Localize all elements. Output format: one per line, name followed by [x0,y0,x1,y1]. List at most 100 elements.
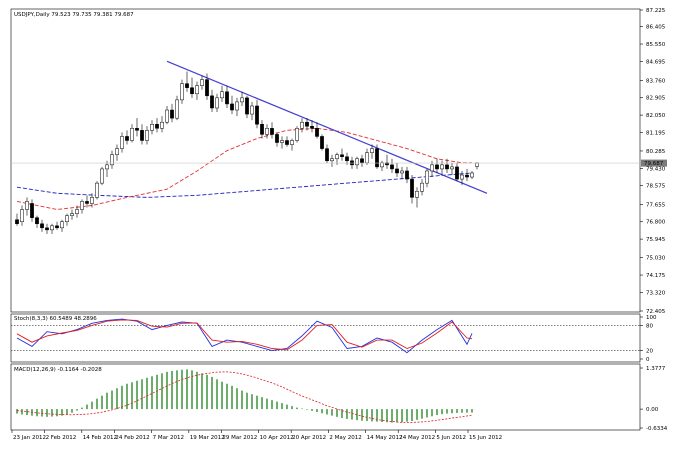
candle-body [260,123,264,135]
candle [25,197,29,216]
stoch-tick-label: 80 [646,323,653,329]
candle-body [310,126,314,129]
candle-body [255,105,259,125]
candle [30,199,34,222]
candle [50,223,54,234]
candle-body [60,221,64,229]
candle-body [250,105,254,115]
last-price-marker: 79.687 [11,159,667,167]
stoch-lines [11,318,640,354]
candle [150,120,154,135]
candle [15,213,19,226]
candle [330,154,334,167]
candle-body [185,83,189,88]
main-pane: USDJPY,Daily 79.523 79.735 79.381 79.687… [10,8,667,315]
candle-body [35,217,39,225]
candle-body [215,97,219,109]
candle [395,162,399,178]
candle-body [145,130,149,141]
macd-pane-title: MACD(12,26,9) -0.1164 -0.2028 [14,367,102,373]
candle-body [300,121,304,129]
y-tick-label: 87.225 [646,8,666,14]
candle [90,193,94,208]
candle [340,148,344,161]
candle-body [200,79,204,86]
candle-body [25,201,29,210]
candle [135,118,139,137]
y-tick-label: 75.030 [646,256,666,262]
macd-y-axis: 1.3777 0.00 -0.6334 [640,366,668,432]
candles-layer [15,71,479,234]
candle [105,160,109,178]
candle [280,136,284,149]
candle [430,160,434,178]
macd-pane-frame [10,363,641,431]
stoch-pane-frame [10,313,641,363]
candle-body [20,209,24,222]
candle-body [460,174,464,180]
candle [20,205,24,226]
candle-body [365,152,369,164]
main-pane-title: USDJPY,Daily 79.523 79.735 79.381 79.687 [14,12,134,18]
macd-histogram [16,369,473,423]
candle [60,219,64,232]
candle [235,97,239,117]
candle [255,99,259,129]
candle-body [240,97,244,103]
candle-body [55,225,59,229]
candle [290,138,294,151]
x-tick-label: 14 May 2012 [367,435,403,441]
candle-body [315,128,319,137]
y-tick-label: 81.195 [646,130,666,136]
candle [400,166,404,180]
last-price-box [641,159,667,167]
candle [155,118,159,133]
candle-body [95,182,99,198]
y-tick-label: 74.175 [646,273,666,279]
y-tick-label: 80.285 [646,149,666,155]
candle-body [450,166,454,170]
candle [35,215,39,228]
candle-body [405,170,409,180]
main-pane-frame [10,8,641,313]
y-tick-label: 78.575 [646,184,666,190]
candle [420,179,424,196]
candle [230,95,234,115]
candle [225,85,229,108]
candle [405,166,409,184]
candle [270,122,274,139]
candle-body [380,162,384,168]
candle-body [335,154,339,160]
candle-body [325,148,329,162]
candle [195,81,199,100]
macd-tick-label: 0.00 [646,407,659,413]
candle-body [15,219,19,225]
candle [215,93,219,113]
candle [285,136,289,147]
candle [275,132,279,147]
candle [265,124,269,139]
x-tick-label: 7 Mar 2012 [153,435,184,441]
candle [455,162,459,182]
candle-body [370,148,374,153]
y-tick-label: 82.905 [646,96,666,102]
candle [70,209,74,220]
candle [310,120,314,133]
candle-body [165,109,169,123]
candle-body [400,170,404,174]
macd-tick-label: 1.3777 [646,366,666,372]
candle-body [390,164,394,170]
candle [305,118,309,131]
candle-body [160,121,164,129]
y-tick-label: 77.655 [646,202,666,208]
candle [40,219,44,232]
candle-body [445,164,449,170]
candle [325,144,329,163]
candle-body [330,158,334,162]
candle-body [245,97,249,115]
candle-body [425,170,429,184]
candle [205,73,209,100]
candle-body [470,172,474,178]
